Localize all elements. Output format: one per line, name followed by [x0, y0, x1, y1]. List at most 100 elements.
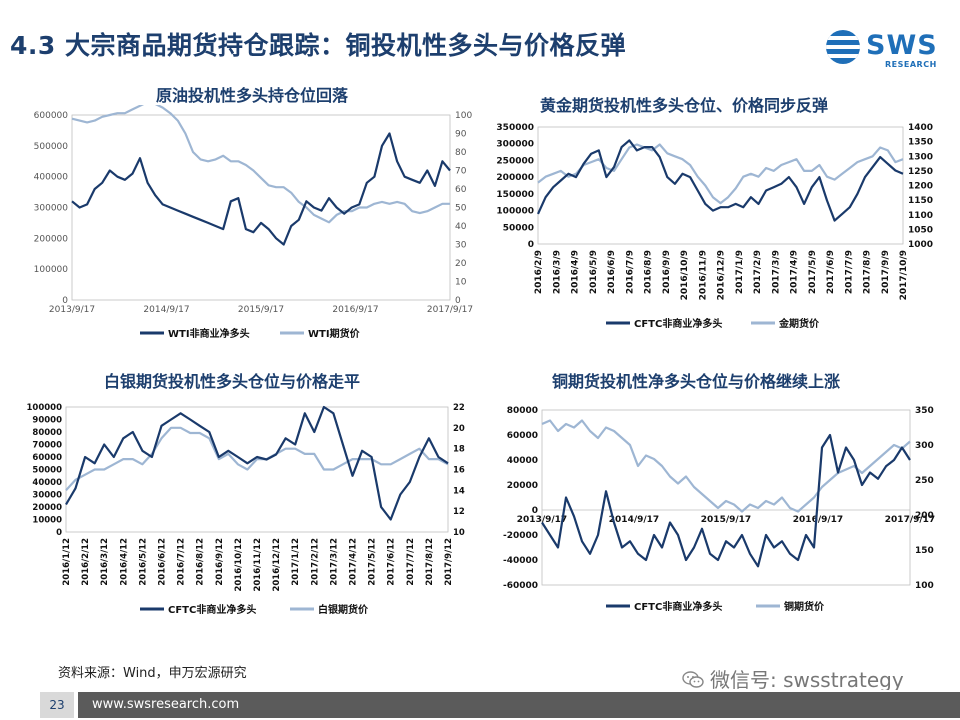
logo-text: SWS	[866, 30, 938, 61]
y-left-tick-label: 50000	[32, 466, 62, 476]
series-line-price	[537, 143, 904, 205]
x-tick-label: 2017/3/9	[771, 250, 781, 294]
y-right-tick-label: 1200	[908, 182, 933, 192]
chart-title-gold: 黄金期货投机性多头仓位、价格同步反弹	[540, 96, 829, 115]
chart-gold: 350000 300000 250000 200000 150000 100000 5000…	[496, 123, 933, 330]
y-left-tick-label: 80000	[507, 406, 538, 416]
y-right-tick-label: 1150	[908, 196, 933, 206]
x-tick-label: 2013/9/17	[517, 515, 567, 525]
x-tick-label: 2016/4/9	[571, 250, 581, 294]
y-right-tick-label: 1100	[908, 211, 933, 221]
x-tick-label: 2017/9/17	[427, 305, 473, 315]
page-number: 23	[49, 698, 65, 712]
x-tick-label: 2017/6/12	[387, 538, 397, 586]
plot-area	[71, 114, 451, 301]
x-tick-label: 2015/9/17	[701, 515, 751, 525]
series-line-price	[65, 426, 449, 492]
x-tick-label: 2016/5/12	[138, 538, 148, 586]
x-tick-label: 2017/8/12	[425, 538, 435, 586]
x-tick-label: 2016/2/12	[81, 538, 91, 586]
plot-area	[541, 409, 911, 586]
x-tick-label: 2016/10/9	[680, 250, 690, 300]
y-left-tick-label: 150000	[496, 190, 534, 200]
y-right-tick-label: 300	[915, 441, 934, 451]
x-tick-label: 2016/4/12	[119, 538, 129, 586]
y-left-tick-label: 100000	[496, 207, 534, 217]
source-note: 资料来源：Wind，申万宏源研究	[58, 666, 247, 681]
y-right-tick-label: 30	[455, 241, 467, 251]
y-right-tick-label: 60	[455, 185, 467, 195]
y-left-tick-label: 0	[62, 296, 68, 306]
y-right-tick-label: 20	[453, 424, 465, 434]
y-right-tick-label: 10	[455, 278, 467, 288]
x-tick-label: 2017/8/9	[863, 250, 873, 294]
x-tick-label: 2015/9/17	[238, 305, 284, 315]
y-left-tick-label: 50000	[503, 223, 534, 233]
y-left-tick-label: -40000	[503, 556, 538, 566]
chart-crude-oil: 6000005000004000003000002000001000000100…	[34, 105, 473, 340]
y-left-tick-label: 90000	[32, 416, 62, 426]
y-right-tick-label: 1300	[908, 152, 933, 162]
y-right-tick-label: 1400	[908, 123, 933, 133]
legend-label: CFTC非商业净多头	[634, 317, 722, 330]
y-right-tick-label: 200	[915, 511, 934, 521]
y-right-tick-label: 90	[455, 130, 467, 140]
x-tick-label: 2017/3/12	[329, 538, 339, 586]
y-right-tick-label: 12	[453, 507, 465, 517]
chart-silver: 1000009000080000700006000050000400003000…	[27, 403, 465, 616]
x-tick-label: 2017/7/9	[844, 250, 854, 294]
y-right-tick-label: 350	[915, 406, 934, 416]
y-right-tick-label: 14	[453, 486, 465, 496]
wechat-text: 微信号: swsstrategy	[710, 668, 904, 692]
y-left-tick-label: 60000	[32, 453, 62, 463]
y-left-tick-label: 10000	[32, 516, 62, 526]
y-right-tick-label: 150	[915, 546, 934, 556]
x-tick-label: 2016/6/9	[607, 250, 617, 294]
y-left-tick-label: -60000	[503, 581, 538, 591]
legend-label: 金期货价	[778, 317, 820, 330]
y-left-tick-label: 80000	[32, 428, 62, 438]
y-left-tick-label: 100000	[34, 265, 69, 275]
x-tick-label: 2014/9/17	[609, 515, 659, 525]
y-right-tick-label: 16	[453, 466, 465, 476]
x-tick-label: 2016/6/12	[158, 538, 168, 586]
series-line-positioning	[65, 405, 449, 521]
x-tick-label: 2016/8/9	[644, 250, 654, 294]
y-right-tick-label: 1250	[908, 167, 933, 177]
x-tick-label: 2016/1/12	[62, 538, 72, 586]
y-right-tick-label: 1350	[908, 138, 933, 148]
y-left-tick-label: 400000	[34, 173, 69, 183]
y-left-tick-label: 350000	[496, 123, 534, 133]
x-tick-label: 2016/12/12	[272, 538, 282, 592]
y-left-tick-label: 100000	[27, 403, 63, 413]
x-tick-label: 2016/9/17	[793, 515, 843, 525]
y-left-tick-label: 20000	[507, 481, 538, 491]
wechat-icon	[682, 671, 704, 688]
chart-title-copper: 铜期货投机性净多头仓位与价格继续上涨	[552, 372, 841, 391]
series-line-price	[71, 105, 450, 224]
y-left-tick-label: 0	[528, 240, 534, 250]
chart-title-silver: 白银期货投机性多头仓位与价格走平	[104, 372, 361, 391]
footer-url[interactable]: www.swsresearch.com	[92, 697, 240, 712]
plot-area	[65, 406, 449, 533]
x-tick-label: 2017/1/9	[735, 250, 745, 294]
x-tick-label: 2016/7/9	[625, 250, 635, 294]
plot-area	[537, 126, 904, 245]
chart-title-crude: 原油投机性多头持仓位回落	[156, 86, 349, 105]
y-right-tick-label: 1000	[908, 240, 933, 250]
x-tick-label: 2017/5/12	[368, 538, 378, 586]
x-tick-label: 2017/10/9	[899, 250, 909, 300]
wechat-watermark: 微信号: swsstrategy	[682, 664, 904, 693]
y-right-tick-label: 50	[455, 204, 467, 214]
x-tick-label: 2017/6/9	[826, 250, 836, 294]
y-right-tick-label: 250	[915, 476, 934, 486]
x-tick-label: 2016/5/9	[589, 250, 599, 294]
x-tick-label: 2017/2/12	[310, 538, 320, 586]
x-tick-label: 2016/9/12	[215, 538, 225, 586]
y-left-tick-label: 20000	[32, 503, 62, 513]
y-left-tick-label: 250000	[496, 156, 534, 166]
footer-bar	[78, 692, 960, 718]
series-line-positioning	[541, 433, 911, 568]
chart-copper: 80000 60000 40000 20000 0 -20000 -40000 -60000 3…	[503, 406, 935, 613]
x-tick-label: 2017/4/12	[349, 538, 359, 586]
